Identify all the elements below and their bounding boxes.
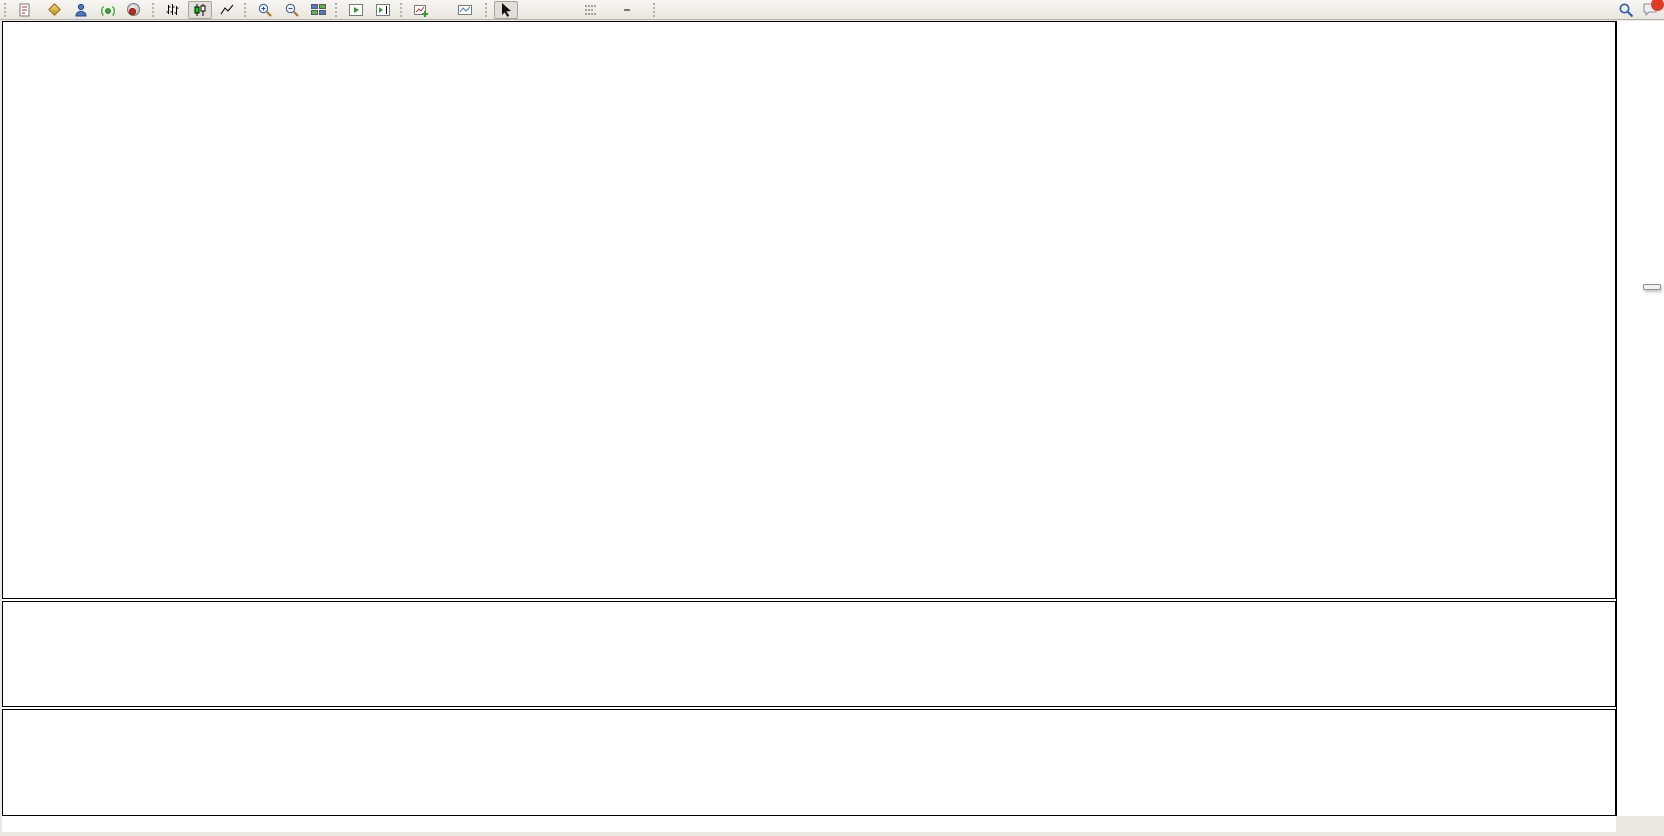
timeframe-d1-button[interactable] <box>836 2 862 18</box>
trendline-tool-button[interactable] <box>554 1 562 19</box>
fibonacci-tool-button[interactable] <box>579 1 606 19</box>
timeframe-m1-button[interactable] <box>662 2 688 18</box>
timeframe-m5-button[interactable] <box>691 2 717 18</box>
macd-canvas[interactable] <box>3 602 1615 706</box>
tile-windows-button[interactable] <box>307 1 330 19</box>
chart-shift-icon <box>376 3 390 16</box>
zoom-in-button[interactable] <box>253 1 277 19</box>
timeframe-m30-button[interactable] <box>749 2 775 18</box>
candlestick-icon <box>194 3 206 16</box>
auto-scroll-icon <box>349 3 363 16</box>
toolbar-grip[interactable] <box>4 2 8 17</box>
zoom-in-icon <box>258 3 272 17</box>
toolbar-grip[interactable] <box>152 2 156 17</box>
crosshair-tool-button[interactable] <box>521 1 529 19</box>
pane-splitter[interactable] <box>2 599 1616 601</box>
arrows-tool-button[interactable] <box>637 1 648 19</box>
main-chart-pane[interactable] <box>2 21 1616 599</box>
vertical-scale-tooltip <box>1643 284 1661 290</box>
zoom-out-icon <box>285 3 299 17</box>
bar-chart-button[interactable] <box>161 1 185 19</box>
zoom-out-button[interactable] <box>280 1 304 19</box>
toolbar-grip[interactable] <box>485 2 489 17</box>
remote-terminal-button[interactable] <box>69 1 93 19</box>
price-axis[interactable] <box>1616 21 1664 816</box>
toolbar <box>0 0 1664 20</box>
toolbar-grip[interactable] <box>400 2 404 17</box>
window-frame <box>0 832 1664 836</box>
toolbar-grip[interactable] <box>244 2 248 17</box>
tile-windows-icon <box>311 4 326 15</box>
timeframe-m15-button[interactable] <box>720 2 746 18</box>
candlestick-chart-button[interactable] <box>188 0 212 19</box>
time-axis[interactable] <box>2 816 1616 832</box>
channel-tool-button[interactable] <box>565 1 576 19</box>
market-button[interactable] <box>43 1 66 19</box>
bar-chart-icon <box>166 3 179 15</box>
text-label-icon <box>624 8 630 11</box>
indicators-button[interactable] <box>409 1 436 19</box>
vline-tool-button[interactable] <box>532 1 540 19</box>
timeframe-w1-button[interactable] <box>865 2 891 18</box>
hline-tool-button[interactable] <box>543 1 551 19</box>
new-order-button[interactable] <box>13 1 40 19</box>
auto-trading-button[interactable] <box>123 1 147 19</box>
auto-trading-icon <box>127 3 140 16</box>
cursor-icon <box>502 2 511 17</box>
timeframe-h1-button[interactable] <box>778 2 804 18</box>
candlestick-chart-canvas[interactable] <box>3 22 1615 598</box>
person-icon <box>75 3 87 16</box>
templates-icon <box>458 4 472 15</box>
search-icon[interactable] <box>1618 2 1634 18</box>
toolbar-grip[interactable] <box>653 2 657 17</box>
chat-badge <box>1651 0 1664 11</box>
rsi-pane[interactable] <box>2 709 1616 816</box>
chart-shift-button[interactable] <box>371 1 395 19</box>
timeframe-h4-button[interactable] <box>807 2 833 18</box>
templates-button[interactable] <box>453 1 480 19</box>
line-chart-button[interactable] <box>215 1 239 19</box>
new-order-icon <box>19 3 30 16</box>
rsi-canvas[interactable] <box>3 710 1615 815</box>
chat-button[interactable] <box>1642 0 1664 20</box>
label-tool-button[interactable] <box>620 1 634 19</box>
add-indicator-icon <box>414 4 428 17</box>
toolbar-grip[interactable] <box>335 2 339 17</box>
periods-button[interactable] <box>439 1 450 19</box>
auto-scroll-button[interactable] <box>344 1 368 19</box>
cursor-tool-button[interactable] <box>494 0 518 19</box>
signals-button[interactable] <box>96 1 120 19</box>
macd-pane[interactable] <box>2 601 1616 707</box>
market-diamond-icon <box>48 3 61 16</box>
line-chart-icon <box>220 4 234 14</box>
text-tool-button[interactable] <box>609 1 617 19</box>
signal-icon <box>101 5 115 16</box>
fibonacci-icon <box>585 5 596 14</box>
timeframe-mn-button[interactable] <box>894 2 920 18</box>
pane-splitter[interactable] <box>2 707 1616 709</box>
